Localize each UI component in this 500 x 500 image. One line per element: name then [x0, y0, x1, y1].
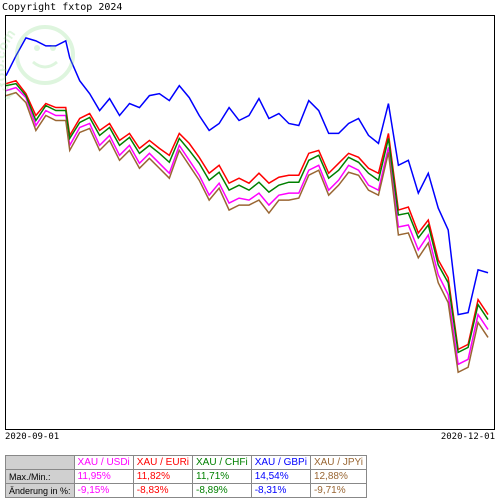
change-jpy: -9,71% — [310, 484, 366, 498]
col-label-chf: XAU / CHFi — [193, 456, 252, 470]
row-header-change: Änderung in %: — [6, 484, 75, 498]
x-axis-labels: 2020-09-01 2020-12-01 — [5, 432, 495, 442]
change-chf: -8,89% — [193, 484, 252, 498]
x-axis-start: 2020-09-01 — [5, 432, 59, 442]
row-header-max: Max./Min.: — [6, 470, 75, 484]
summary-table: XAU / USDi XAU / EURi XAU / CHFi XAU / G… — [5, 455, 367, 498]
series-line-eur — [6, 81, 488, 350]
col-label-eur: XAU / EURi — [133, 456, 192, 470]
watermark-logo: fxtop.com — [0, 10, 100, 115]
change-eur: -8,83% — [133, 484, 192, 498]
x-axis-end: 2020-12-01 — [441, 432, 495, 442]
change-gbp: -8,31% — [251, 484, 310, 498]
svg-text:fxtop.com: fxtop.com — [0, 26, 18, 103]
col-label-gbp: XAU / GBPi — [251, 456, 310, 470]
max-gbp: 14,54% — [251, 470, 310, 484]
table-change-row: Änderung in %: -9,15% -8,83% -8,89% -8,3… — [6, 484, 367, 498]
col-label-jpy: XAU / JPYi — [310, 456, 366, 470]
series-line-chf — [6, 84, 488, 353]
table-header-row: XAU / USDi XAU / EURi XAU / CHFi XAU / G… — [6, 456, 367, 470]
max-usd: 11,95% — [74, 470, 133, 484]
max-jpy: 12,88% — [310, 470, 366, 484]
max-eur: 11,82% — [133, 470, 192, 484]
max-chf: 11,71% — [193, 470, 252, 484]
copyright-text: Copyright fxtop 2024 — [2, 2, 122, 13]
header-empty — [6, 456, 75, 470]
col-label-usd: XAU / USDi — [74, 456, 133, 470]
table-max-row: Max./Min.: 11,95% 11,82% 11,71% 14,54% 1… — [6, 470, 367, 484]
change-usd: -9,15% — [74, 484, 133, 498]
